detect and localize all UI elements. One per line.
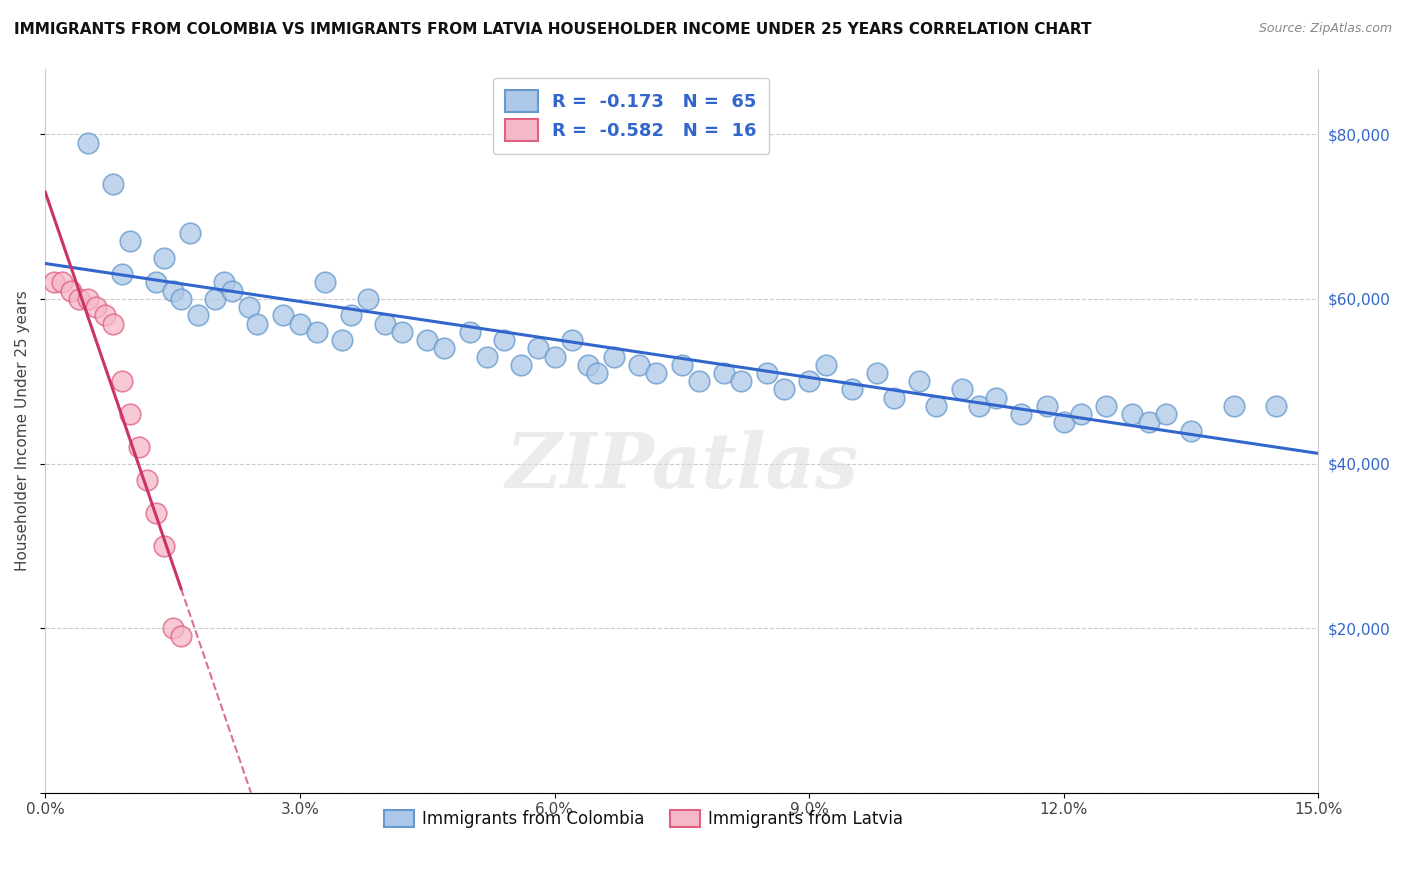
Point [340, 309, 363, 323]
Point [628, 358, 651, 372]
Y-axis label: Householder Income Under 25 years: Householder Income Under 25 years [15, 290, 30, 571]
Point [458, 325, 481, 339]
Point [101, 177, 124, 191]
Point [925, 399, 948, 413]
Point [967, 399, 990, 413]
Point [1053, 415, 1076, 429]
Point [76, 292, 98, 306]
Point [984, 391, 1007, 405]
Point [330, 333, 353, 347]
Point [93, 309, 115, 323]
Point [1036, 399, 1059, 413]
Point [84, 300, 107, 314]
Point [305, 325, 328, 339]
Point [153, 539, 176, 553]
Point [271, 309, 294, 323]
Point [120, 235, 142, 249]
Point [509, 358, 531, 372]
Point [950, 383, 973, 397]
Point [170, 292, 193, 306]
Point [1095, 399, 1118, 413]
Point [1265, 399, 1288, 413]
Point [111, 374, 134, 388]
Point [492, 333, 515, 347]
Point [1070, 407, 1092, 421]
Point [866, 366, 889, 380]
Point [416, 333, 439, 347]
Point [586, 366, 609, 380]
Point [179, 226, 201, 240]
Point [170, 629, 193, 643]
Point [162, 284, 184, 298]
Point [212, 276, 235, 290]
Point [51, 276, 73, 290]
Point [1154, 407, 1177, 421]
Point [671, 358, 693, 372]
Point [128, 440, 150, 454]
Point [120, 407, 142, 421]
Point [67, 292, 90, 306]
Point [374, 317, 396, 331]
Point [688, 374, 710, 388]
Legend: Immigrants from Colombia, Immigrants from Latvia: Immigrants from Colombia, Immigrants fro… [377, 804, 910, 835]
Point [204, 292, 226, 306]
Point [136, 473, 159, 487]
Point [560, 333, 582, 347]
Point [1180, 424, 1202, 438]
Point [221, 284, 243, 298]
Point [357, 292, 380, 306]
Point [111, 267, 134, 281]
Point [153, 251, 176, 265]
Point [145, 276, 167, 290]
Point [59, 284, 82, 298]
Point [314, 276, 336, 290]
Point [730, 374, 752, 388]
Point [391, 325, 413, 339]
Text: IMMIGRANTS FROM COLOMBIA VS IMMIGRANTS FROM LATVIA HOUSEHOLDER INCOME UNDER 25 Y: IMMIGRANTS FROM COLOMBIA VS IMMIGRANTS F… [14, 22, 1091, 37]
Point [883, 391, 905, 405]
Point [1121, 407, 1143, 421]
Point [162, 621, 184, 635]
Point [145, 506, 167, 520]
Point [246, 317, 269, 331]
Point [543, 350, 565, 364]
Point [755, 366, 778, 380]
Point [645, 366, 668, 380]
Point [1137, 415, 1160, 429]
Point [815, 358, 838, 372]
Point [42, 276, 65, 290]
Point [1010, 407, 1032, 421]
Text: ZIPatlas: ZIPatlas [505, 430, 859, 504]
Point [578, 358, 600, 372]
Point [238, 300, 260, 314]
Point [908, 374, 931, 388]
Point [1222, 399, 1244, 413]
Point [76, 136, 98, 150]
Point [433, 341, 456, 355]
Point [101, 317, 124, 331]
Point [841, 383, 863, 397]
Point [526, 341, 548, 355]
Point [772, 383, 794, 397]
Point [475, 350, 498, 364]
Point [797, 374, 820, 388]
Text: Source: ZipAtlas.com: Source: ZipAtlas.com [1258, 22, 1392, 36]
Point [187, 309, 209, 323]
Point [603, 350, 626, 364]
Point [713, 366, 735, 380]
Point [288, 317, 311, 331]
